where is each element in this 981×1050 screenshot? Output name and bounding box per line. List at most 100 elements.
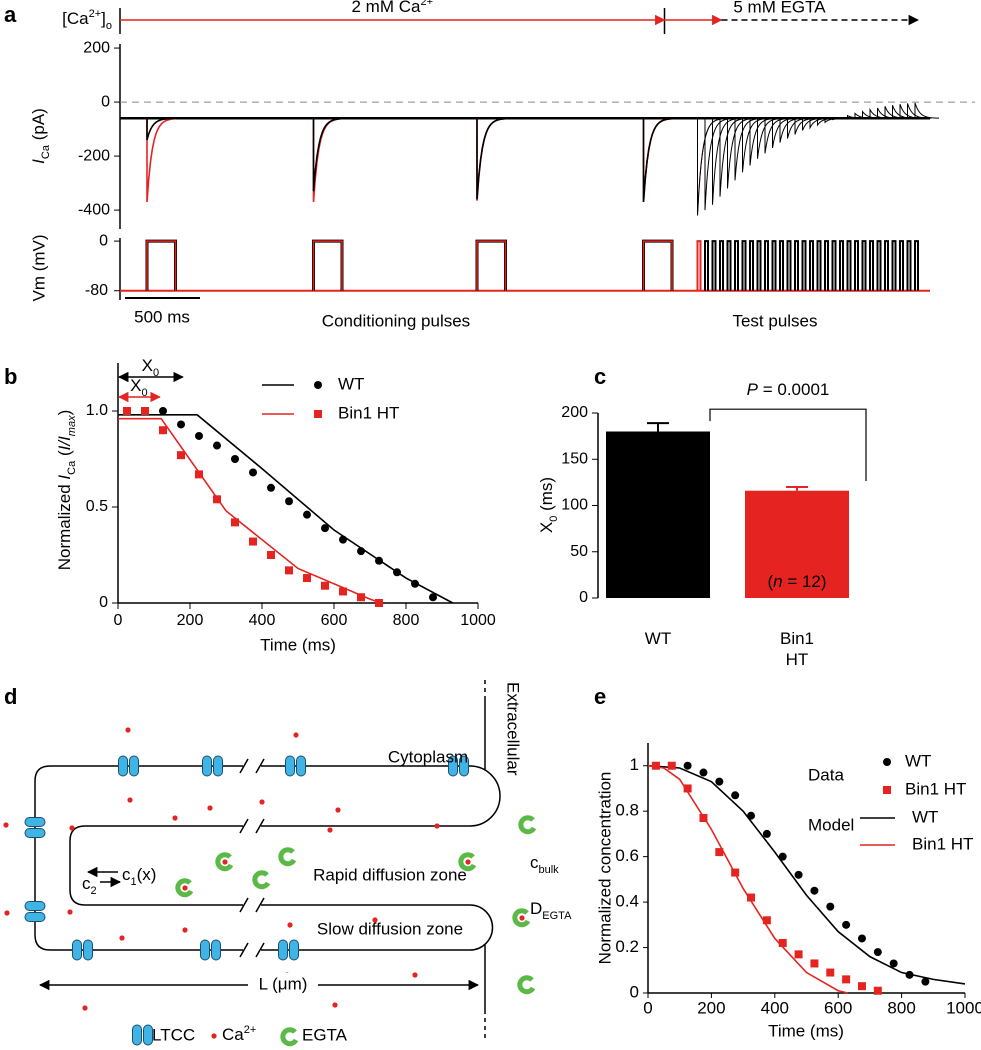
- vm-test-pulse: [914, 240, 919, 291]
- data-point: [873, 948, 882, 957]
- vm-test-pulse: [824, 240, 829, 291]
- vm-test-pulse: [816, 240, 822, 291]
- vm-pulse: [312, 239, 344, 291]
- c1-label-part: 1: [131, 876, 137, 888]
- data-point: [159, 407, 167, 415]
- y-axis-label-part: max: [66, 415, 78, 436]
- vm-test-pulse: [906, 240, 912, 291]
- vm-pulse: [312, 240, 343, 291]
- data-point: [177, 451, 185, 460]
- calcium-ion: [327, 827, 333, 833]
- x-tick-label: Bin1 HT: [779, 629, 815, 669]
- conditioning-current: [312, 117, 343, 192]
- vm-test-pulse: [741, 240, 747, 291]
- x0-label: X0: [142, 356, 159, 378]
- y-axis-label-part: X: [537, 522, 556, 533]
- calcium-label-part: 2 mM Ca: [351, 0, 421, 16]
- test-current: [869, 107, 895, 119]
- model-line: [647, 764, 848, 994]
- data-point: [375, 599, 383, 607]
- legend-marker: [883, 786, 891, 794]
- ltcc-channel: [24, 901, 46, 911]
- data-point: [857, 982, 866, 991]
- legend-group: Data: [808, 765, 844, 784]
- panel-label: d: [4, 684, 17, 709]
- vm-test-pulse: [839, 240, 844, 291]
- vm-test-pulse: [719, 240, 724, 291]
- data-point: [303, 510, 311, 519]
- y-axis-label-part: I/I: [55, 436, 74, 450]
- vm-pulse: [145, 239, 177, 291]
- slow-zone-label: Slow diffusion zone: [317, 919, 463, 938]
- y-tick-label: 0.8: [615, 801, 639, 820]
- legend-channel: [143, 1024, 153, 1046]
- degta-label: DEGTA: [530, 899, 572, 921]
- y-axis-label-part: ): [55, 410, 74, 416]
- data-point: [747, 893, 756, 902]
- vm-test-pulse: [749, 240, 754, 291]
- calcium-ion: [172, 815, 178, 821]
- solution-label-part: o: [106, 20, 112, 32]
- data-point: [651, 761, 660, 770]
- y-axis-label: ICa (pA): [29, 108, 51, 164]
- y-tick-label: 0: [99, 594, 108, 611]
- ltcc-channel: [213, 755, 223, 777]
- y-axis-label-part: Ca: [66, 460, 78, 475]
- calcium-ion: [412, 972, 418, 978]
- ltcc-channel: [24, 912, 46, 922]
- ltcc-channel: [202, 755, 212, 777]
- test-current: [712, 118, 737, 205]
- x-tick-label: 800: [887, 998, 915, 1017]
- data-point: [857, 934, 866, 943]
- y-tick-label: -200: [78, 147, 110, 164]
- bar: [745, 490, 849, 598]
- data-point: [826, 902, 835, 911]
- data-point: [683, 761, 692, 770]
- egta-molecule: [517, 975, 536, 995]
- egta-molecule: [215, 852, 234, 872]
- data-point: [285, 497, 293, 506]
- data-point: [303, 574, 311, 583]
- vm-test-pulse: [891, 240, 897, 291]
- calcium-ion: [332, 1002, 338, 1008]
- fit-line: [118, 417, 382, 604]
- data-point: [731, 791, 740, 800]
- data-point: [699, 814, 708, 822]
- legend-label: Ca2+: [222, 1024, 256, 1045]
- calcium-ion: [67, 909, 73, 915]
- test-current: [802, 117, 827, 131]
- y-axis-label-part: 0: [548, 516, 560, 522]
- legend-label-part: Ca: [222, 1025, 244, 1044]
- p-label-part: = 0.0001: [758, 381, 829, 400]
- test-current: [772, 117, 797, 149]
- test-current: [719, 118, 745, 197]
- data-point: [249, 537, 257, 546]
- test-current: [727, 118, 752, 189]
- y-axis-label-part: (ms): [537, 477, 556, 516]
- x0-label-part: X: [142, 356, 153, 375]
- data-point: [231, 518, 239, 527]
- y-tick-label: 0.4: [615, 892, 639, 911]
- ltcc-channel: [285, 755, 295, 777]
- cytoplasm-label: Cytoplasm: [388, 747, 468, 766]
- test-current: [892, 105, 917, 119]
- vm-pulse: [475, 239, 507, 291]
- calcium-ion: [335, 807, 341, 813]
- data-point: [889, 959, 898, 968]
- calcium-ion: [287, 922, 293, 928]
- y-tick-label: 0: [101, 93, 110, 110]
- x0-label-part: 0: [153, 367, 159, 379]
- data-point: [123, 407, 131, 415]
- y-axis-label-part: Ca: [40, 144, 52, 159]
- y-tick-label: 100: [561, 497, 588, 514]
- data-point: [357, 547, 365, 556]
- data-point: [339, 535, 347, 544]
- vm-test-pulse: [786, 240, 792, 291]
- data-point: [267, 483, 275, 492]
- panel-label: a: [4, 2, 17, 27]
- data-point: [794, 870, 803, 879]
- error-bar: [786, 486, 808, 491]
- data-point: [159, 426, 167, 435]
- test-current: [884, 106, 910, 119]
- cbulk-label: cbulk: [530, 853, 559, 875]
